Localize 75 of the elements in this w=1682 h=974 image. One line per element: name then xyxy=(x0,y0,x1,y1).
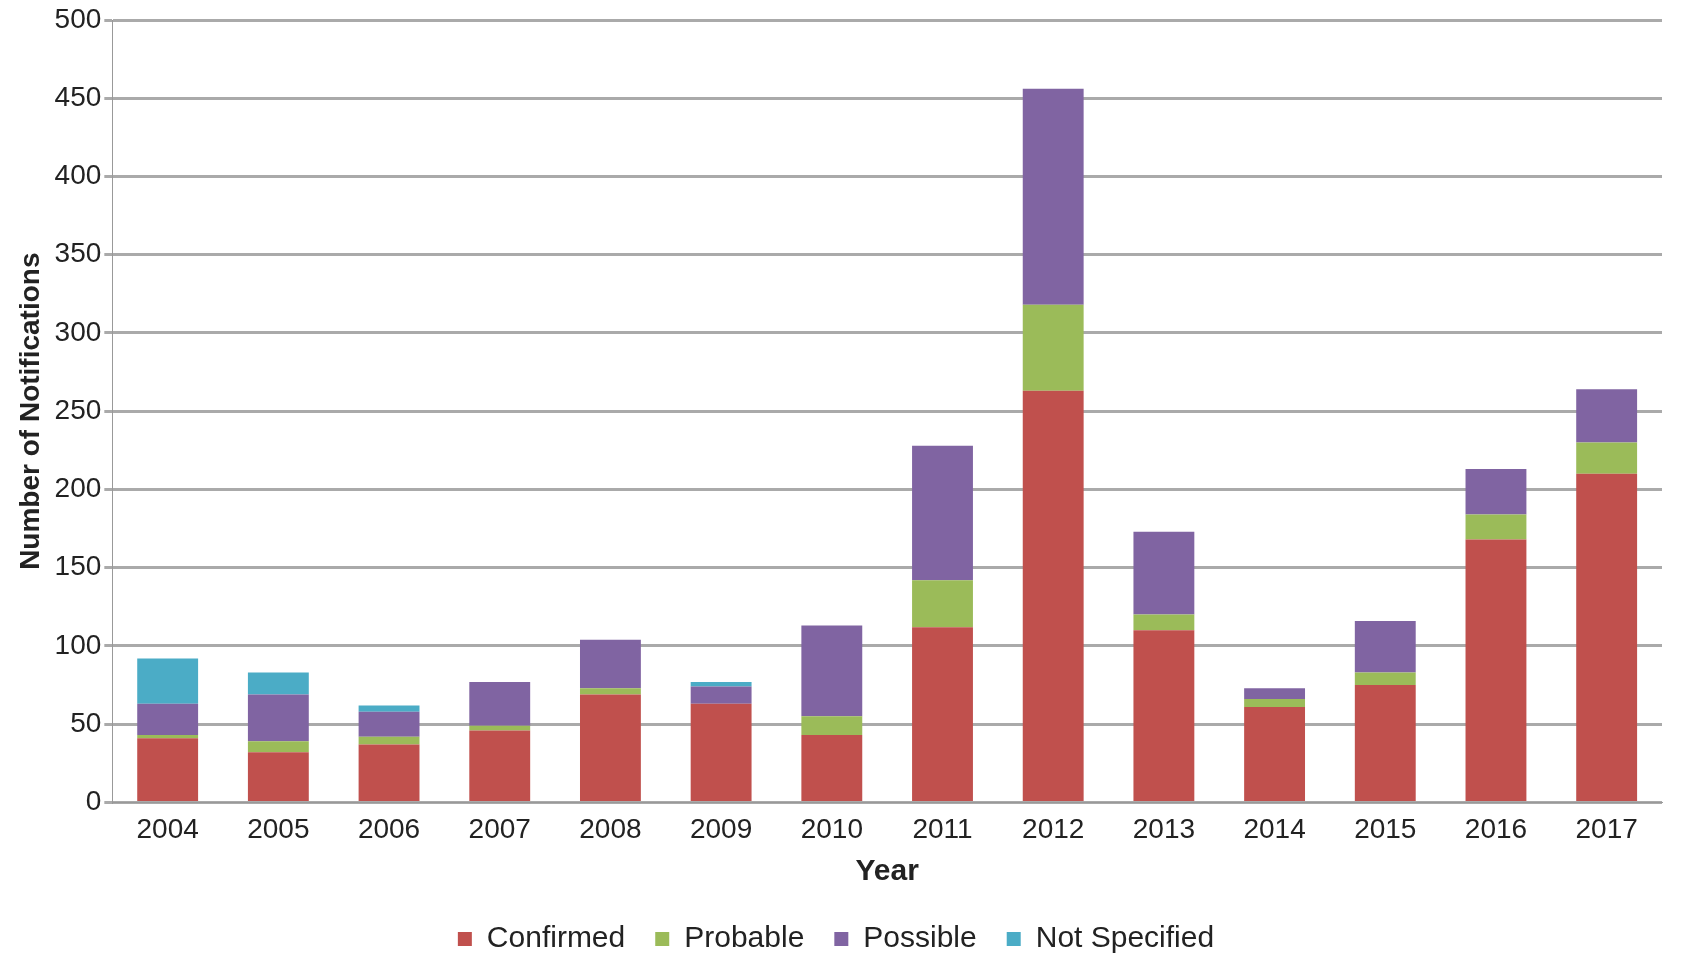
bar xyxy=(137,738,199,801)
bar xyxy=(137,658,199,704)
y-tick-label: 400 xyxy=(54,159,102,191)
bar xyxy=(912,580,973,628)
x-tick-label: 2005 xyxy=(247,812,310,844)
x-tick-label: 2008 xyxy=(579,812,642,844)
bar xyxy=(1244,706,1306,801)
x-tick-label: 2012 xyxy=(1022,812,1085,844)
bar xyxy=(690,686,752,704)
bar xyxy=(247,741,309,753)
bar xyxy=(912,445,973,581)
bar xyxy=(801,735,863,801)
bar xyxy=(801,625,863,717)
legend-label: Confirmed xyxy=(486,920,626,954)
bar xyxy=(137,703,199,736)
x-tick-label: 2009 xyxy=(689,812,753,844)
bar xyxy=(1133,531,1195,615)
bar xyxy=(469,681,531,726)
y-tick-label: 50 xyxy=(70,706,102,738)
bar xyxy=(579,688,641,695)
bar xyxy=(1022,304,1084,391)
x-tick-label: 2016 xyxy=(1464,812,1528,844)
y-tick-label: 0 xyxy=(85,785,102,817)
x-tick-label: 2007 xyxy=(468,812,531,844)
bar xyxy=(1465,514,1527,540)
bar xyxy=(247,752,309,801)
bar xyxy=(1576,442,1638,474)
y-tick-label: 250 xyxy=(54,393,102,425)
x-tick-label: 2004 xyxy=(136,812,199,844)
y-tick-label: 100 xyxy=(54,628,102,660)
bar xyxy=(1133,614,1195,631)
bar xyxy=(137,735,199,739)
bar xyxy=(912,627,973,801)
bar xyxy=(690,703,752,801)
x-tick-label: 2017 xyxy=(1575,812,1638,844)
y-tick-label: 350 xyxy=(54,237,102,269)
bar xyxy=(1022,88,1084,305)
x-tick-label: 2015 xyxy=(1354,812,1417,844)
bar xyxy=(801,716,863,736)
x-tick-label: 2010 xyxy=(800,812,863,844)
bar xyxy=(690,681,752,687)
bar xyxy=(1244,699,1306,707)
x-tick-label: 2006 xyxy=(357,812,421,844)
bar xyxy=(358,736,420,745)
bar xyxy=(1576,389,1638,443)
bar xyxy=(469,730,531,801)
y-tick-label: 200 xyxy=(54,472,102,504)
legend-label: Not Specified xyxy=(1035,920,1215,954)
y-tick-label: 300 xyxy=(54,315,102,347)
bar xyxy=(579,639,641,689)
bar xyxy=(358,711,420,737)
y-tick-label: 150 xyxy=(54,550,102,582)
y-tick-label: 500 xyxy=(54,2,102,34)
bar xyxy=(579,694,641,801)
bar xyxy=(358,705,420,712)
bar xyxy=(1465,469,1527,515)
bar xyxy=(1354,672,1416,686)
bar xyxy=(1354,685,1416,801)
x-axis-title: Year xyxy=(855,853,920,887)
x-tick-label: 2014 xyxy=(1243,812,1306,844)
y-axis-title: Number of Notifications xyxy=(13,252,45,570)
x-tick-label: 2011 xyxy=(912,812,973,844)
bar xyxy=(1576,473,1638,801)
bar xyxy=(1244,688,1306,700)
bar xyxy=(247,672,309,695)
y-tick-label: 450 xyxy=(54,80,102,112)
bar xyxy=(358,744,420,801)
legend-label: Possible xyxy=(863,920,977,954)
bar xyxy=(1354,620,1416,673)
x-tick-label: 2013 xyxy=(1132,812,1196,844)
legend-label: Probable xyxy=(684,920,805,954)
bar xyxy=(1465,539,1527,801)
bar xyxy=(247,694,309,742)
bar xyxy=(1133,630,1195,801)
bar xyxy=(1022,390,1084,801)
